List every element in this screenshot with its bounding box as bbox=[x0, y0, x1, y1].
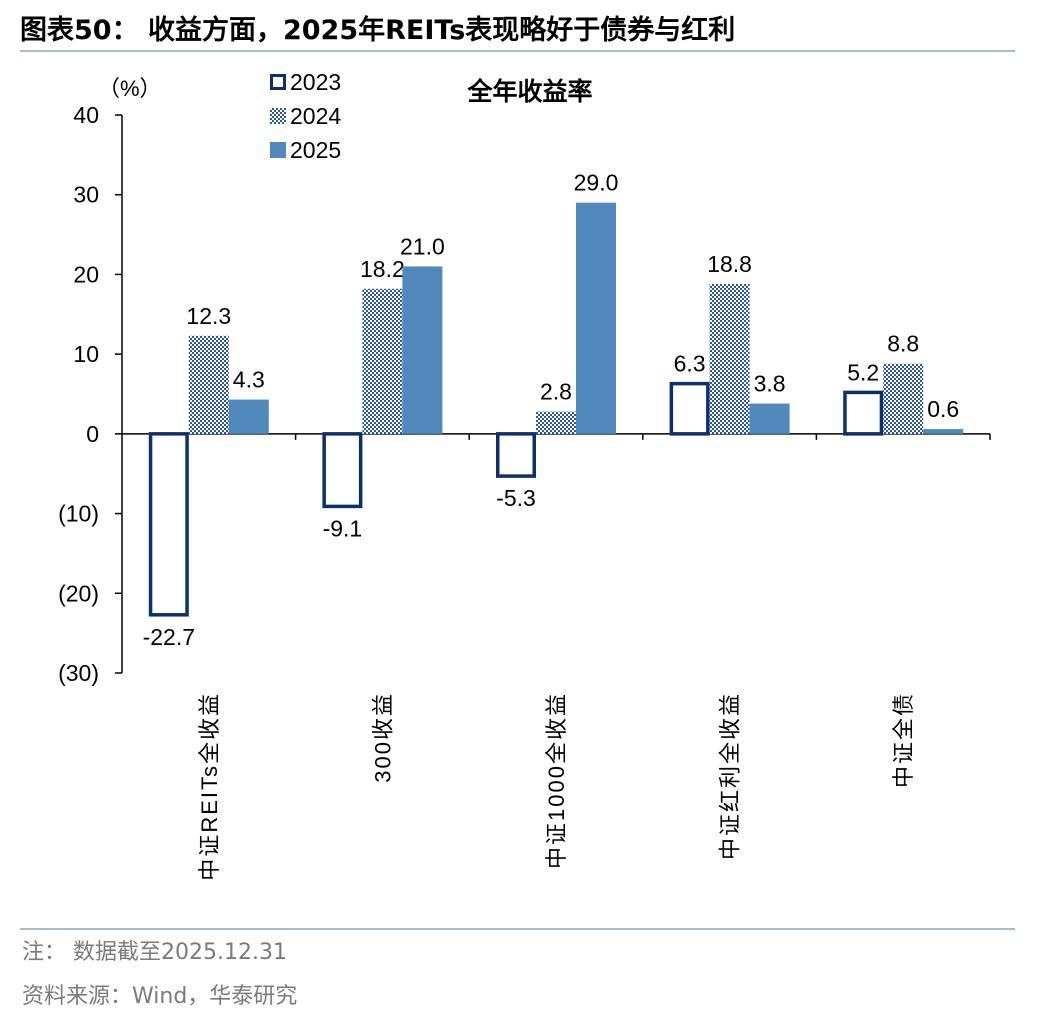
category-label-2: 300收益 bbox=[370, 692, 395, 783]
bar-2025-5 bbox=[923, 429, 964, 434]
bar-2025-4 bbox=[749, 403, 790, 434]
y-tick-label: (10) bbox=[58, 501, 99, 527]
chart-title: 全年收益率 bbox=[466, 77, 592, 106]
data-source: 资料来源：Wind，华泰研究 bbox=[22, 984, 298, 1009]
data-label-2024-2: 18.2 bbox=[360, 256, 405, 282]
y-axis-unit-label: （%） bbox=[98, 76, 162, 101]
legend-swatch-2023 bbox=[270, 74, 286, 90]
bar-2024-4 bbox=[709, 283, 750, 434]
y-tick-label: (30) bbox=[58, 660, 99, 686]
legend-label-2023: 2023 bbox=[290, 69, 341, 95]
bar-2023-5 bbox=[843, 390, 884, 436]
data-label-2025-5: 0.6 bbox=[927, 396, 959, 422]
y-tick-label: 0 bbox=[86, 421, 99, 447]
category-label-1: 中证REITs全收益 bbox=[197, 692, 222, 881]
data-label-2025-2: 21.0 bbox=[400, 233, 445, 259]
footer-rule bbox=[20, 928, 1015, 930]
data-label-2023-1: -22.7 bbox=[143, 624, 195, 650]
y-tick-label: 20 bbox=[73, 261, 99, 287]
data-label-2024-4: 18.8 bbox=[707, 251, 752, 277]
bar-2024-1 bbox=[188, 335, 229, 434]
bar-2025-3 bbox=[576, 202, 616, 434]
bar-2024-3 bbox=[536, 411, 576, 434]
bar-2024-2 bbox=[362, 288, 403, 434]
bar-2023-4 bbox=[669, 381, 710, 436]
y-tick-label: 40 bbox=[73, 102, 99, 128]
bar-chart: 全年收益率 （%）40 30 20 10 0 (10) (20) (30) -22.7 12.3 4.… bbox=[58, 69, 991, 881]
data-label-2025-1: 4.3 bbox=[233, 367, 265, 393]
data-note: 注： 数据截至2025.12.31 bbox=[22, 940, 287, 965]
data-label-2024-1: 12.3 bbox=[186, 303, 231, 329]
legend-swatch-2024 bbox=[270, 108, 286, 124]
data-label-2023-2: -9.1 bbox=[323, 515, 363, 541]
y-tick-label: (20) bbox=[58, 580, 99, 606]
legend-label-2024: 2024 bbox=[290, 103, 341, 129]
legend-swatch-2025 bbox=[270, 142, 286, 158]
legend-label-2025: 2025 bbox=[290, 137, 341, 163]
data-label-2024-5: 8.8 bbox=[887, 331, 919, 357]
bar-2023-3 bbox=[496, 432, 536, 478]
bar-2025-2 bbox=[402, 266, 443, 434]
data-label-2024-3: 2.8 bbox=[540, 379, 572, 405]
data-label-2025-4: 3.8 bbox=[754, 371, 786, 397]
y-tick-label: 30 bbox=[73, 182, 99, 208]
data-label-2025-3: 29.0 bbox=[574, 170, 619, 196]
data-label-2023-3: -5.3 bbox=[496, 485, 536, 511]
legend: 2023 2024 2025 bbox=[270, 69, 341, 163]
category-label-4: 中证红利全收益 bbox=[718, 692, 743, 860]
bar-2024-5 bbox=[883, 363, 924, 434]
bar-2023-1 bbox=[148, 432, 189, 617]
y-tick-label: 10 bbox=[73, 341, 99, 367]
title-rule bbox=[20, 50, 1015, 52]
data-label-2023-4: 6.3 bbox=[674, 351, 706, 377]
data-label-2023-5: 5.2 bbox=[847, 359, 879, 385]
category-label-3: 中证1000全收益 bbox=[544, 692, 569, 869]
bar-2025-1 bbox=[228, 399, 269, 434]
figure-title: 图表50： 收益方面，2025年REITs表现略好于债券与红利 bbox=[20, 15, 736, 46]
bar-2023-2 bbox=[322, 432, 363, 509]
category-label-5: 中证全债 bbox=[891, 692, 916, 788]
